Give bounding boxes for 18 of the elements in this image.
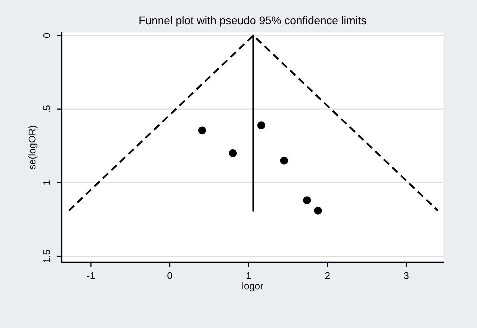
x-tick-label: -1 [87, 272, 96, 280]
y-tick-label: .5 [44, 106, 50, 112]
point [229, 150, 238, 158]
point [258, 122, 266, 130]
y-axis-title: se(logOR) [28, 126, 38, 170]
x-tick-label: 3 [404, 272, 409, 280]
x-tick-label: 0 [168, 272, 172, 280]
point [198, 126, 206, 135]
x-axis-title: logor [242, 282, 264, 292]
x-tick-label: 1 [246, 272, 252, 280]
y-tick-label: 1 [44, 180, 50, 185]
chart-title: Funnel plot with pseudo 95% confidence limits [140, 16, 366, 27]
y-tick-label: 0 [43, 33, 50, 38]
point [280, 156, 288, 165]
y-tick-label: 1.5 [44, 250, 50, 263]
x-tick-label: 2 [325, 272, 330, 280]
point [314, 206, 322, 215]
point [303, 196, 312, 205]
